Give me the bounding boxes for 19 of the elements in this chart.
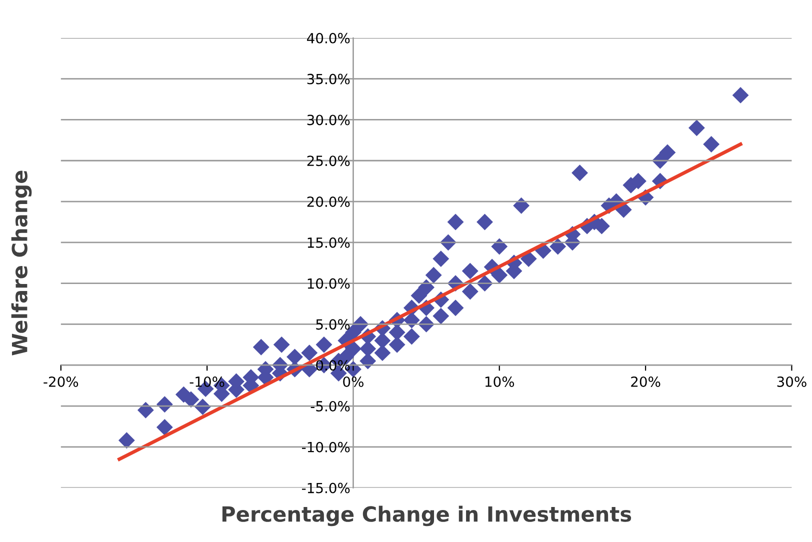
y-tick-label: 35.0% bbox=[307, 74, 350, 84]
y-tick-label: -10.0% bbox=[302, 442, 350, 452]
y-tick-label: -5.0% bbox=[310, 400, 350, 412]
x-tick-label: 20% bbox=[631, 376, 660, 387]
y-tick-label: 0.0% bbox=[316, 360, 350, 371]
y-tick-label: 15.0% bbox=[308, 237, 350, 248]
x-tick-label: 0% bbox=[343, 376, 364, 387]
y-tick-label: 30.0% bbox=[307, 114, 350, 126]
y-tick-label: -15.0% bbox=[302, 482, 350, 494]
x-tick-label: 30% bbox=[777, 376, 806, 387]
y-tick-label: 5.0% bbox=[316, 319, 350, 330]
y-tick-label: 10.0% bbox=[308, 278, 350, 289]
x-axis-title: Percentage Change in Investments bbox=[222, 506, 632, 526]
y-axis-title: Welfare Change bbox=[11, 170, 32, 356]
y-tick-label: 25.0% bbox=[307, 156, 350, 166]
x-tick-label: -20% bbox=[44, 376, 78, 387]
y-tick-label: 20.0% bbox=[307, 196, 350, 207]
y-tick-label: 40.0% bbox=[307, 32, 350, 44]
x-tick-label: 10% bbox=[485, 376, 514, 387]
